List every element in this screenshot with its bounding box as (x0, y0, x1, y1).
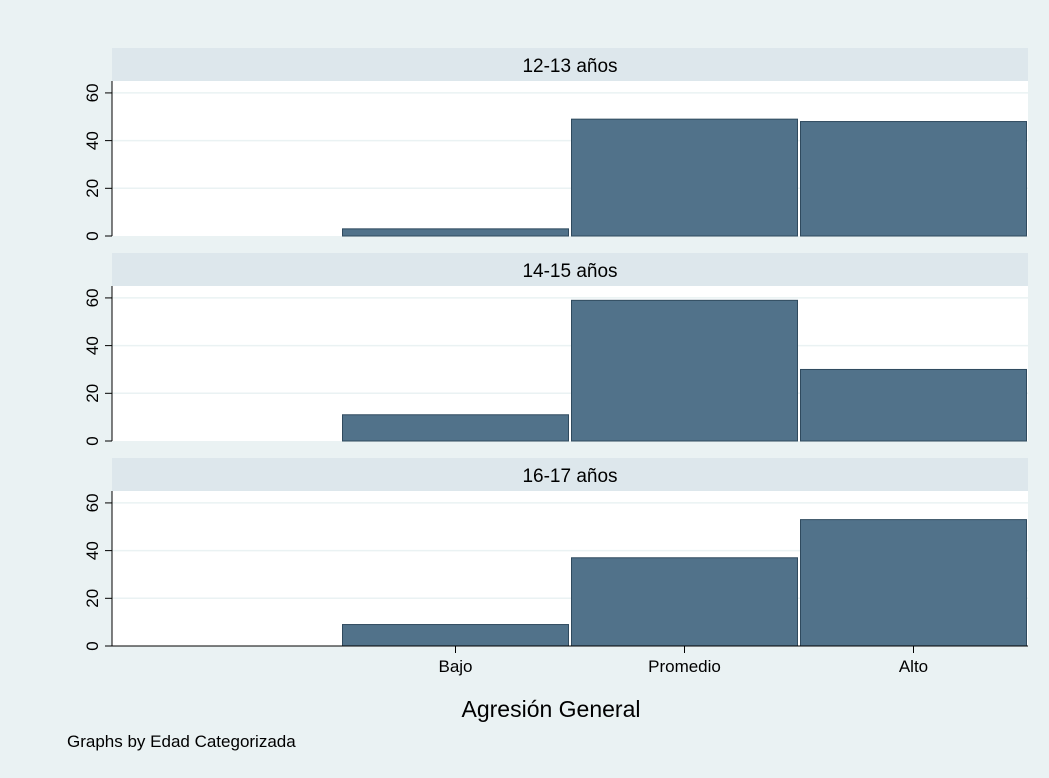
x-tick-label: Promedio (648, 657, 721, 676)
x-tick-label: Bajo (438, 657, 472, 676)
graphs-by-note: Graphs by Edad Categorizada (67, 732, 296, 751)
y-tick-label: 0 (83, 436, 102, 445)
panel-title: 12-13 años (522, 56, 617, 77)
bar-alto (800, 121, 1027, 237)
y-tick-label: 20 (83, 384, 102, 403)
x-axis-label: Agresión General (462, 696, 641, 722)
panel-header (112, 458, 1028, 491)
panel-title: 16-17 años (522, 466, 617, 487)
y-tick-label: 40 (83, 541, 102, 560)
panel-2: 14-15 años 0 20 40 60 (83, 253, 1028, 446)
bar-alto (800, 519, 1027, 647)
y-tick-label: 0 (83, 641, 102, 650)
bar-bajo (342, 624, 569, 647)
x-tick-label: Alto (899, 657, 928, 676)
y-tick-label: 60 (83, 493, 102, 512)
bar-bajo (342, 228, 569, 237)
panel-header (112, 253, 1028, 286)
panel-title: 14-15 años (522, 261, 617, 282)
bar-promedio (571, 299, 798, 442)
y-tick-label: 60 (83, 83, 102, 102)
bar-promedio (571, 557, 798, 647)
y-tick-label: 0 (83, 231, 102, 240)
panel-1: 12-13 años 0 20 40 60 (83, 48, 1028, 241)
y-tick-label: 20 (83, 589, 102, 608)
panel-header (112, 48, 1028, 81)
y-tick-label: 60 (83, 288, 102, 307)
y-tick-label: 40 (83, 336, 102, 355)
bar-bajo (342, 414, 569, 442)
panel-3: 16-17 años 0 20 40 60 Bajo Promedio Alto (83, 458, 1028, 676)
bar-promedio (571, 118, 798, 237)
y-tick-label: 40 (83, 131, 102, 150)
bar-alto (800, 368, 1027, 442)
y-tick-label: 20 (83, 179, 102, 198)
